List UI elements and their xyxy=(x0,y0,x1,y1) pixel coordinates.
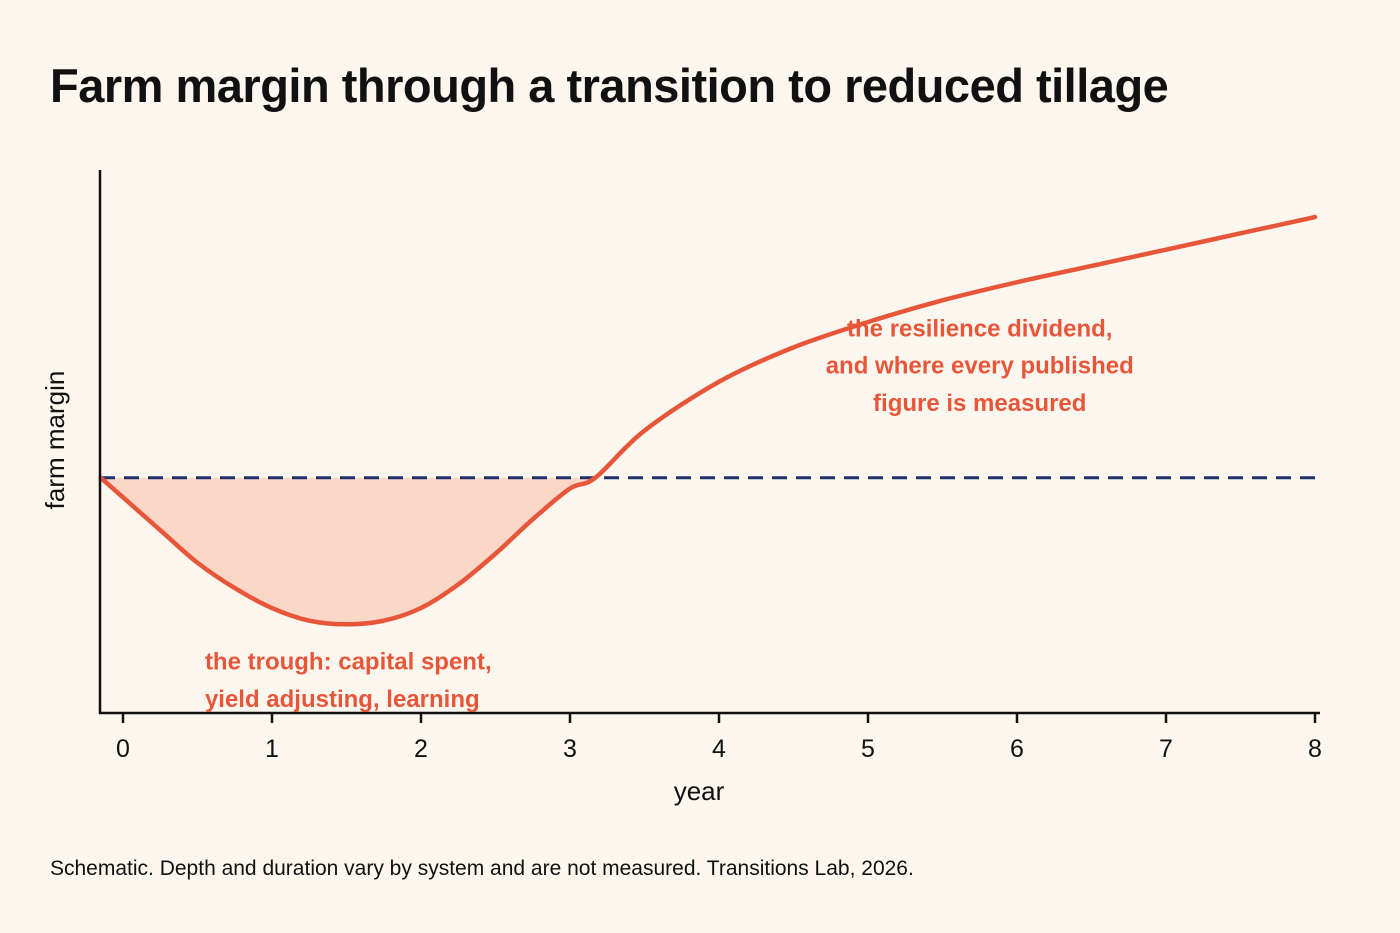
x-tick-label: 0 xyxy=(116,735,130,763)
x-tick-label: 2 xyxy=(414,735,428,763)
annotation-line: the trough: capital spent, xyxy=(205,649,492,676)
trough-annotation: the trough: capital spent, yield adjustin… xyxy=(205,649,492,713)
trough-shading xyxy=(100,477,596,625)
annotation-line: the resilience dividend, xyxy=(847,316,1112,343)
annotation-line: and where every published xyxy=(826,353,1134,380)
x-tick-label: 3 xyxy=(563,735,577,763)
x-tick-label: 6 xyxy=(1010,735,1024,763)
dividend-annotation: the resilience dividend, and where every … xyxy=(826,316,1134,417)
footnote: Schematic. Depth and duration vary by sy… xyxy=(50,857,914,880)
annotation-line: figure is measured xyxy=(873,390,1086,417)
axes xyxy=(98,170,1320,715)
x-tick-label: 4 xyxy=(712,735,726,763)
y-axis-label: farm margin xyxy=(40,371,70,510)
x-tick-label: 1 xyxy=(265,735,279,763)
below-baseline-shading xyxy=(100,477,596,625)
x-tick-label: 8 xyxy=(1308,735,1322,763)
chart-title: Farm margin through a transition to redu… xyxy=(50,59,1169,112)
x-axis-ticks: 0 1 2 3 4 5 6 7 8 xyxy=(116,713,1322,763)
margin-curve xyxy=(98,214,1318,627)
x-tick-label: 5 xyxy=(861,735,875,763)
x-tick-label: 7 xyxy=(1159,735,1173,763)
annotation-line: yield adjusting, learning xyxy=(205,686,480,713)
margin-line xyxy=(98,214,1318,627)
annotations: the trough: capital spent, yield adjustin… xyxy=(205,316,1134,713)
x-axis-label: year xyxy=(674,776,725,806)
